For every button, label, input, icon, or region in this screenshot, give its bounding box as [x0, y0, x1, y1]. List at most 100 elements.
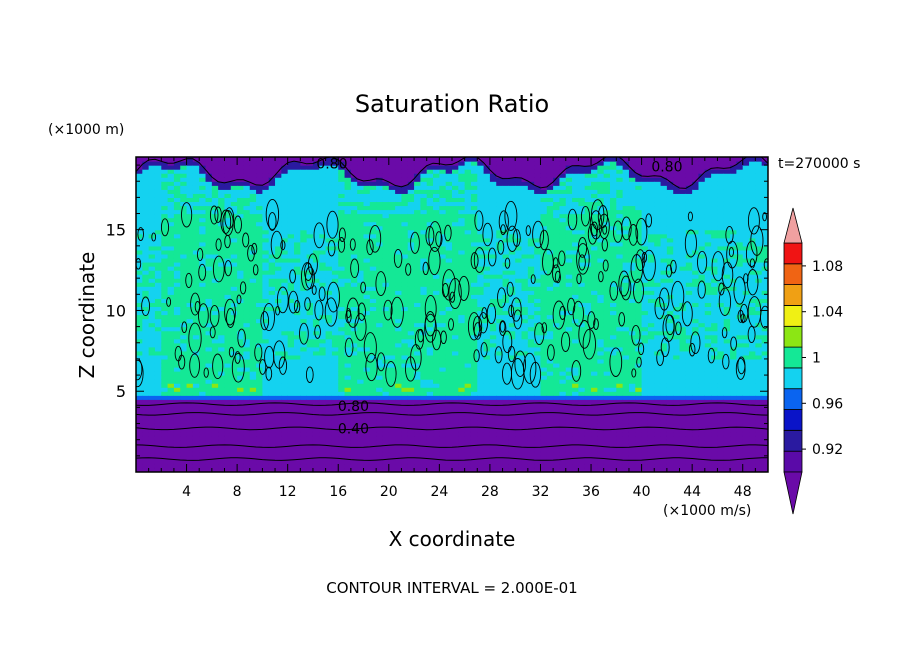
heatmap-cell [344, 334, 352, 340]
heatmap-cell [154, 379, 162, 384]
heatmap-cell [243, 346, 251, 352]
heatmap-cell [224, 270, 232, 275]
heatmap-cell [256, 383, 263, 388]
heatmap-cell [395, 415, 403, 421]
heatmap-cell [395, 298, 403, 303]
heatmap-cell [319, 354, 327, 360]
heatmap-cell [496, 395, 504, 400]
heatmap-cell [420, 302, 428, 308]
heatmap-cell [496, 342, 504, 348]
heatmap-cell [312, 193, 320, 198]
heatmap-cell [287, 193, 295, 198]
heatmap-cell [458, 278, 466, 283]
heatmap-cell [508, 262, 516, 267]
heatmap-cell [136, 262, 143, 267]
heatmap-cell [312, 371, 320, 376]
heatmap-cell [401, 334, 409, 340]
heatmap-cell [306, 257, 314, 263]
heatmap-cell [363, 383, 371, 388]
heatmap-cell [281, 334, 289, 340]
heatmap-cell [477, 165, 485, 170]
heatmap-cell [426, 217, 434, 223]
heatmap-cell [508, 302, 516, 308]
heatmap-cell [218, 249, 226, 255]
heatmap-cell [161, 447, 169, 453]
heatmap-cell [249, 379, 257, 384]
heatmap-cell [369, 367, 377, 372]
heatmap-cell [218, 415, 226, 421]
heatmap-cell [470, 367, 478, 372]
heatmap-cell [306, 322, 314, 328]
heatmap-cell [148, 229, 156, 235]
heatmap-cell [256, 286, 263, 291]
heatmap-cell [477, 233, 485, 239]
heatmap-cell [502, 350, 510, 356]
heatmap-cell [407, 306, 415, 312]
heatmap-cell [369, 209, 377, 215]
heatmap-cell [331, 326, 339, 332]
heatmap-cell [180, 447, 188, 453]
heatmap-cell [534, 330, 542, 336]
heatmap-cell [369, 399, 377, 404]
heatmap-cell [173, 362, 181, 368]
heatmap-cell [167, 338, 175, 344]
heatmap-cell [275, 427, 282, 433]
heatmap-cell [192, 334, 200, 340]
heatmap-cell [275, 399, 282, 404]
heatmap-cell [281, 379, 289, 384]
heatmap-cell [350, 455, 358, 461]
heatmap-cell [154, 221, 162, 227]
heatmap-cell [136, 241, 143, 247]
heatmap-cell [433, 233, 440, 239]
heatmap-cell [173, 326, 181, 332]
heatmap-cell [243, 189, 251, 194]
heatmap-cell [502, 245, 510, 251]
heatmap-cell [211, 338, 219, 344]
heatmap-cell [483, 435, 491, 441]
heatmap-cell [173, 318, 181, 324]
heatmap-cell [508, 193, 516, 198]
heatmap-cell [287, 383, 295, 388]
heatmap-cell [489, 229, 497, 235]
heatmap-cell [148, 181, 156, 186]
heatmap-cell [369, 161, 377, 166]
heatmap-cell [237, 387, 245, 392]
heatmap-cell [357, 350, 365, 356]
heatmap-cell [262, 310, 270, 316]
heatmap-cell [300, 229, 308, 235]
heatmap-cell [186, 270, 194, 275]
heatmap-cell [205, 342, 213, 348]
heatmap-cell [388, 217, 396, 223]
heatmap-cell [306, 415, 314, 421]
heatmap-cell [319, 165, 327, 170]
heatmap-cell [426, 282, 434, 287]
heatmap-cell [331, 350, 339, 356]
heatmap-cell [148, 439, 156, 445]
heatmap-cell [300, 399, 308, 404]
heatmap-cell [363, 249, 371, 255]
heatmap-cell [192, 379, 200, 384]
heatmap-cell [294, 181, 301, 186]
heatmap-cell [407, 427, 415, 433]
heatmap-cell [211, 165, 219, 170]
heatmap-cell [218, 274, 226, 279]
heatmap-cell [180, 237, 188, 243]
heatmap-cell [464, 197, 472, 203]
heatmap-cell [306, 233, 314, 239]
heatmap-cell [268, 314, 276, 320]
heatmap-cell [388, 342, 396, 348]
heatmap-cell [205, 407, 213, 413]
heatmap-cell [256, 185, 263, 190]
heatmap-cell [192, 383, 200, 388]
heatmap-cell [414, 306, 421, 312]
heatmap-cell [350, 379, 358, 384]
heatmap-cell [483, 169, 491, 174]
heatmap-cell [243, 411, 251, 417]
heatmap-cell [433, 346, 440, 352]
heatmap-cell [281, 358, 289, 364]
heatmap-cell [376, 233, 384, 239]
heatmap-cell [287, 274, 295, 279]
heatmap-cell [136, 310, 143, 316]
heatmap-cell [331, 334, 339, 340]
heatmap-cell [414, 185, 421, 190]
